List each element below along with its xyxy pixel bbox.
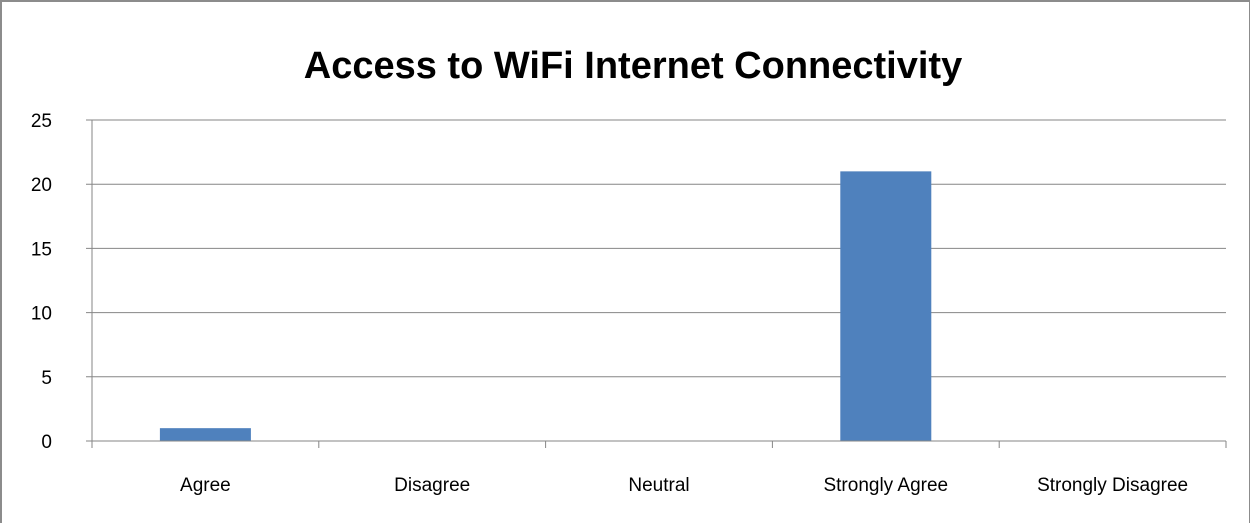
axes [86, 120, 1227, 448]
bars [159, 171, 932, 442]
x-tick-label: Disagree [394, 475, 470, 496]
y-tick-label: 20 [31, 175, 52, 196]
x-tick-label: Agree [180, 475, 231, 496]
x-tick-label: Strongly Agree [823, 475, 948, 496]
x-tick-label: Neutral [628, 475, 689, 496]
y-tick-label: 5 [41, 368, 52, 389]
y-tick-label: 25 [31, 111, 52, 132]
bar-agree [159, 428, 251, 441]
x-axis-tick-labels: Agree Disagree Neutral Strongly Agree Strong… [180, 475, 1188, 496]
y-axis-tick-labels: 0 5 10 15 20 25 [31, 111, 52, 453]
y-tick-label: 15 [31, 239, 52, 260]
bar-strongly-agree [840, 171, 932, 442]
y-tick-label: 0 [41, 432, 52, 453]
chart-title: Access to WiFi Internet Connectivity [304, 45, 962, 87]
y-tick-label: 10 [31, 304, 52, 325]
x-tick-label: Strongly Disagree [1037, 475, 1188, 496]
gridlines [86, 119, 1226, 378]
